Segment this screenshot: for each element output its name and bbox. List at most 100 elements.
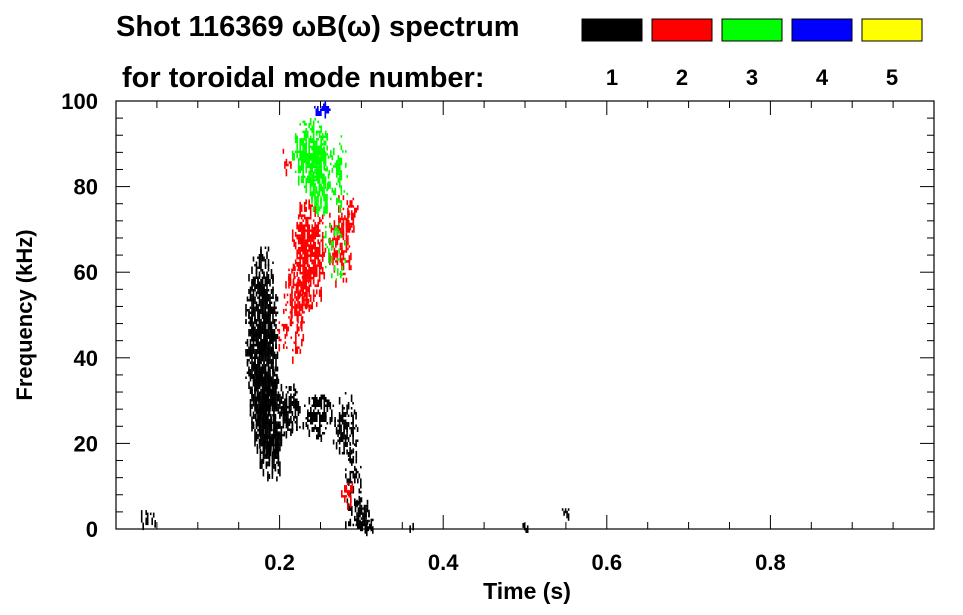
spectrum-cell <box>271 383 274 389</box>
spectrum-cell <box>267 376 270 382</box>
spectrum-cell <box>342 195 345 201</box>
spectrum-cell <box>287 391 289 394</box>
spectrum-cell <box>311 422 314 425</box>
spectrum-cell <box>260 371 262 374</box>
spectrum-cell <box>264 423 266 427</box>
spectrum-cell <box>262 391 265 399</box>
spectrum-cell <box>286 301 289 304</box>
spectrum-cell <box>270 289 273 294</box>
spectrum-cell <box>309 158 312 161</box>
spectrum-cell <box>269 414 271 417</box>
spectrum-cell <box>297 175 300 184</box>
spectrum-cell <box>275 369 277 372</box>
spectrum-cell <box>258 384 261 387</box>
spectrum-cell <box>312 234 315 237</box>
spectrum-cell <box>341 273 344 276</box>
spectrum-cell <box>251 416 253 424</box>
spectrum-cell <box>320 113 322 116</box>
spectrum-cell <box>314 183 316 189</box>
spectrum-cell <box>352 432 354 440</box>
spectrum-cell <box>365 514 367 518</box>
spectrum-cell <box>320 176 322 179</box>
spectrum-cell <box>339 157 341 163</box>
spectrum-cell <box>309 234 312 240</box>
spectrum-cell <box>254 339 256 342</box>
spectrum-cell <box>324 108 327 111</box>
spectrum-cell <box>287 326 290 332</box>
spectrum-cell <box>313 402 315 405</box>
spectrum-cell <box>292 263 295 267</box>
spectrum-cell <box>249 344 252 349</box>
spectrum-cell <box>338 248 341 254</box>
spectrum-cell <box>345 277 348 283</box>
spectrum-cell <box>290 398 292 404</box>
spectrum-cell <box>251 366 253 372</box>
legend-swatch-2 <box>651 18 713 42</box>
spectrum-cell <box>267 264 270 269</box>
spectrum-cell <box>255 291 258 294</box>
spectrum-cell <box>320 140 322 146</box>
chart-subtitle: for toroidal mode number: <box>122 62 485 94</box>
spectrum-cell <box>306 219 309 222</box>
spectrum-cell <box>339 172 341 176</box>
spectrum-cell <box>349 452 351 460</box>
spectrum-cell <box>318 125 321 129</box>
spectrum-cell <box>361 526 364 532</box>
spectrum-cell <box>348 245 351 248</box>
spectrum-cell <box>266 286 268 289</box>
spectrum-cell <box>270 418 272 427</box>
spectrum-cell <box>263 326 265 334</box>
spectrum-cell <box>318 229 321 232</box>
spectrum-cell <box>267 473 269 482</box>
spectrum-cell <box>350 429 353 435</box>
spectrum-cell <box>290 336 293 339</box>
spectrum-cell <box>255 334 258 337</box>
spectrum-cell <box>258 309 261 312</box>
spectrum-cell <box>252 289 255 294</box>
spectrum-cell <box>282 433 284 437</box>
spectrum-cell <box>302 251 304 255</box>
spectrum-cell <box>311 404 314 407</box>
spectrum-cell <box>268 431 270 434</box>
spectrum-cell <box>366 507 369 513</box>
spectrum-cell <box>264 453 266 459</box>
spectrum-cell <box>293 341 296 344</box>
spectrum-cell <box>261 371 264 374</box>
spectrum-cell <box>308 246 310 250</box>
spectrum-cell <box>281 426 283 429</box>
spectrum-cell <box>312 244 315 250</box>
spectrum-cell <box>336 162 338 171</box>
spectrum-cell <box>246 371 249 374</box>
spectrum-cell <box>360 465 362 469</box>
spectrum-cell <box>355 475 358 479</box>
spectrum-cell <box>269 399 271 404</box>
spectrum-cell <box>269 374 271 379</box>
spectrum-cell <box>268 368 271 372</box>
spectrum-cell <box>323 397 326 402</box>
spectrum-cell <box>360 521 362 529</box>
spectrum-cell <box>303 278 305 282</box>
spectrum-cell <box>266 359 268 367</box>
spectrum-cell <box>356 514 358 518</box>
spectrum-cell <box>269 304 271 312</box>
spectrum-cell <box>293 383 295 391</box>
spectrum-cell <box>334 419 336 427</box>
spectrum-cell <box>346 407 348 415</box>
spectrum-cell <box>248 299 250 302</box>
spectrum-cell <box>283 293 286 299</box>
spectrum-cell <box>345 245 348 253</box>
spectrum-cell <box>334 165 337 168</box>
spectrum-cell <box>317 203 319 212</box>
spectrum-cell <box>258 286 261 294</box>
spectrum-cell <box>249 311 252 314</box>
spectrum-cell <box>306 279 309 282</box>
spectrum-cell <box>271 398 274 404</box>
spectrum-cell <box>349 480 352 484</box>
spectrum-cell <box>320 128 322 131</box>
spectrum-cell <box>317 151 319 159</box>
spectrum-cell <box>337 268 339 276</box>
spectrum-cell <box>344 240 347 246</box>
spectrum-cell <box>276 456 278 459</box>
spectrum-cell <box>311 397 314 400</box>
spectrum-cell <box>285 408 288 416</box>
